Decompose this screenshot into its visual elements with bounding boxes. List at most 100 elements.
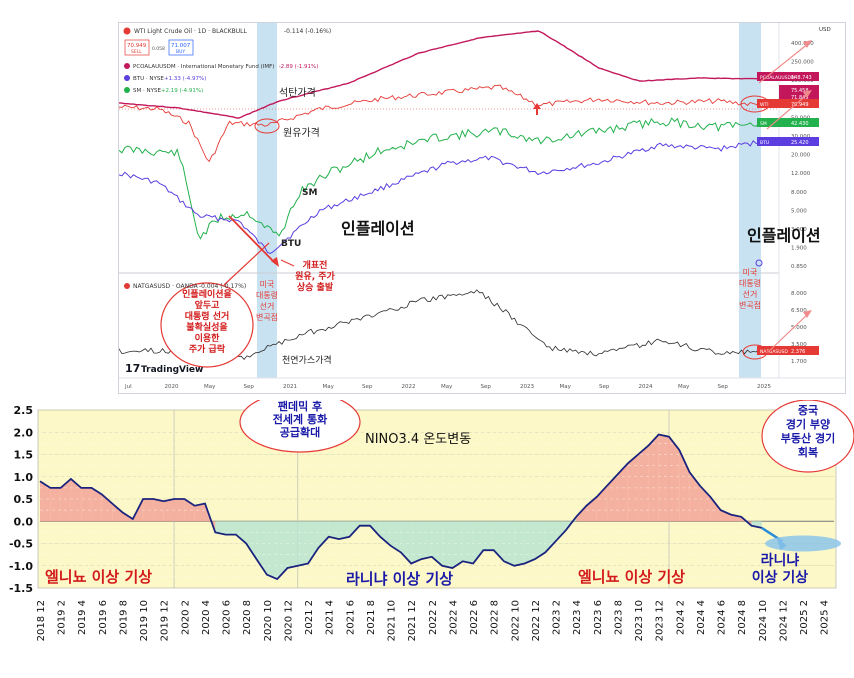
china-line: 회복: [798, 445, 818, 459]
nino-fill-segment: [256, 521, 267, 575]
nino-fill-segment: [411, 521, 422, 564]
nino-x-tick: 2024 4: [696, 600, 707, 635]
legend-btu-icon: [124, 75, 130, 81]
nino-x-tick: 2022 6: [469, 600, 480, 635]
price-tag-value: 148.743: [791, 75, 812, 81]
tradingview-chart-svg: WTI Light Crude Oil · 1D · BLACKBULL -0.…: [118, 23, 845, 390]
nino-y-tick: 2.5: [14, 404, 34, 417]
nino-fill-segment: [40, 481, 51, 522]
nino-x-tick: 2023 12: [655, 600, 666, 641]
price-axis-tick: 20.000: [791, 153, 811, 159]
nino-fill-segment: [235, 521, 247, 544]
price-axis-tick: 250.000: [791, 60, 814, 66]
time-axis-tick: 2025: [757, 384, 771, 390]
nino-fill-segment: [586, 496, 597, 522]
nino-y-tick: 0.5: [14, 493, 34, 506]
election-text-line: 선거: [260, 302, 275, 311]
natgas-price-label: 천연가스가격: [282, 354, 332, 366]
sell-price: 70.949: [127, 43, 147, 49]
legend-pcoalauusdm-icon: [124, 63, 130, 69]
nino-x-tick: 2019 10: [139, 600, 150, 641]
price-tag-value: 70.949: [791, 102, 809, 108]
elnino-label-left: 엘니뇨 이상 기상: [45, 568, 152, 586]
trend-arrow-head-icon: [271, 257, 279, 267]
callout-line: 앞두고: [195, 299, 220, 311]
nino-x-tick: 2023 8: [613, 600, 624, 635]
nino-x-tick: 2019 8: [118, 600, 129, 635]
nino-x-tick: 2020 2: [180, 600, 191, 635]
nino-y-tick: 0.0: [14, 515, 34, 528]
nino-fill-segment: [225, 521, 236, 535]
btu-label: BTU: [281, 239, 301, 249]
nino-x-tick: 2021 6: [345, 600, 356, 635]
rally-line: 원유, 주가: [295, 270, 335, 282]
btu-price-line: [118, 140, 760, 255]
nino-fill-segment: [627, 454, 639, 522]
nino-fill-segment: [493, 521, 505, 562]
price-tag-value: 2.376: [791, 349, 805, 355]
sell-button[interactable]: [124, 39, 150, 56]
elnino-label-right: 엘니뇨 이상 기상: [578, 568, 685, 586]
callout-line: 불확실성을: [186, 321, 227, 333]
legend-btu-change: +1.33 (-4.97%): [164, 76, 206, 82]
nino-fill-segment: [277, 521, 288, 580]
tradingview-logo[interactable]: 17 TradingView: [125, 362, 203, 375]
time-axis-tick: 2022: [402, 384, 416, 390]
nino-x-tick: 2024 12: [778, 600, 789, 641]
nino-x-tick: 2020 4: [201, 600, 212, 635]
election-band-2020: [257, 23, 277, 378]
nino-fill-segment: [390, 521, 401, 553]
rally-pointer: [280, 259, 295, 267]
nino-x-tick: 2022 4: [448, 600, 459, 635]
legend-sm-change: +2.19 (-4.91%): [161, 88, 203, 94]
nino-y-tick: 1.5: [14, 449, 34, 462]
buy-button[interactable]: [168, 39, 194, 56]
price-axis-tick: 3.000: [791, 227, 807, 233]
nino-fill-segment: [638, 445, 649, 522]
nino-fill-segment: [462, 521, 474, 564]
nino-x-tick: 2019 4: [77, 600, 88, 635]
nino34-chart-panel: 2.5 2.0 1.5 1.0 0.5 0.0 -0.5 -1.0 -1.5 2018 12 20…: [0, 391, 854, 674]
nino-x-tick: 2021 4: [325, 600, 336, 635]
nino-x-tick: 2020 6: [222, 600, 233, 635]
callout-line: 이용한: [195, 332, 221, 344]
nino-fill-segment: [359, 521, 370, 526]
nino-fill-segment: [421, 521, 432, 560]
lanina-right-line: 라니냐: [761, 553, 800, 569]
nino-x-tick: 2020 12: [283, 600, 294, 641]
nino-y-axis: 2.5 2.0 1.5 1.0 0.5 0.0 -0.5 -1.0 -1.5: [9, 404, 33, 595]
nino-fill-segment: [266, 521, 278, 580]
inflation-label-left: 인플레이션: [341, 219, 415, 238]
price-axis-tick-lower: 6.500: [791, 308, 807, 314]
price-tag: [757, 99, 819, 108]
nino-x-tick: 2022 8: [490, 600, 501, 635]
nino34-chart-svg: 2.52.01.51.00.50.0-0.5-1.0-1.5 2018 12 20…: [9, 391, 854, 641]
buy-label: BUY: [176, 49, 185, 55]
price-axis-tick: 150.000: [791, 78, 814, 84]
nino-x-tick: 2022 2: [428, 600, 439, 635]
nino-fill-segment: [534, 521, 546, 560]
inflation-label-right: 인플레이션: [747, 226, 821, 245]
china-line: 부동산 경기: [781, 431, 835, 445]
nino-fill-segment: [452, 521, 463, 568]
price-axis-tick-lower: 3.500: [791, 342, 807, 348]
nino-fill-segment: [70, 478, 82, 522]
callout-line: 주가 급락: [189, 343, 226, 355]
price-tag-label: PCOALAUUSDM: [760, 75, 795, 81]
price-axis-tick: 0.850: [791, 264, 807, 270]
price-tag-label: WTI: [760, 102, 769, 108]
time-axis-tick: May: [323, 384, 335, 390]
nino-line-series: [39, 433, 842, 581]
nino-fill-segment: [400, 521, 412, 564]
natgas-highlight-circle: [742, 344, 768, 360]
wti-symbol-icon: [123, 27, 131, 35]
nino-x-tick: 2022 12: [531, 600, 542, 641]
spread-value: 0.058: [152, 46, 165, 52]
price-axis-tick: 400.000: [791, 41, 814, 47]
time-axis-tick: May: [441, 384, 453, 390]
nino-fill-segment: [669, 436, 680, 522]
